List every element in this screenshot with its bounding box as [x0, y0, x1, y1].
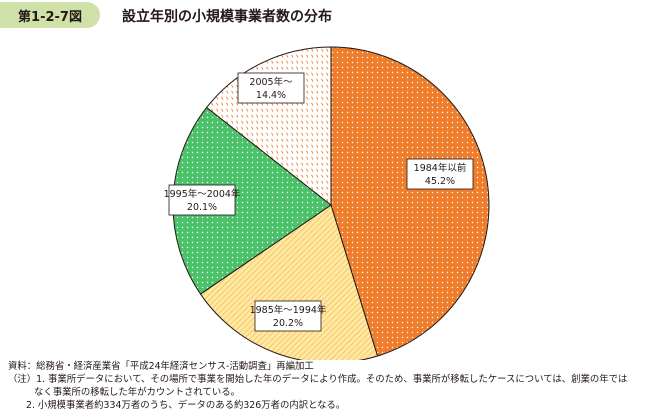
slice-1995-2004-category-label: 1995年～2004年: [164, 188, 241, 200]
slice-1984-or-earlier-label-box: [406, 158, 474, 190]
slice-1984-or-earlier-value-label: 45.2%: [425, 176, 455, 187]
slice-1985-1994-category-label: 1985年～1994年: [250, 304, 327, 316]
note-1-line-1: （注）1. 事業所データにおいて、その場所で事業を開始した年のデータにより作成。…: [8, 374, 628, 385]
slice-1984-or-earlier: [330, 46, 490, 357]
pie-chart: 1984年以前 45.2% 1985年～1994年 20.2% 1995年～2004年 2…: [164, 46, 490, 360]
note-2: 2. 小規模事業者約334万者のうち、データのある約326万者の内訳となる。: [26, 400, 346, 411]
slice-1985-1994-label-box: [254, 300, 322, 332]
note-1-line-2: なく事業所の移転した年がカウントされている。: [34, 387, 240, 398]
slice-2005-onward-category-label: 2005年～: [249, 76, 293, 88]
slice-2005-onward-value-label: 14.4%: [256, 90, 286, 101]
slice-1995-2004-label-box: [168, 184, 236, 216]
slice-2005-onward-label-box: [237, 72, 305, 104]
figure-notes: 資料：総務省・経済産業省「平成24年経済センサス‐活動調査」再編加工 （注）1.…: [8, 360, 660, 412]
pie-labels: 1984年以前 45.2% 1985年～1994年 20.2% 1995年～2004年 2…: [164, 72, 474, 332]
slice-1984-or-earlier-category-label: 1984年以前: [414, 162, 467, 174]
figure-number-badge: 第1-2-7図: [0, 2, 100, 28]
source-note: 資料：総務省・経済産業省「平成24年経済センサス‐活動調査」再編加工: [8, 361, 314, 372]
slice-1985-1994: [199, 204, 379, 360]
chart-title: 設立年別の小規模事業者数の分布: [122, 9, 332, 25]
slice-1995-2004-value-label: 20.1%: [187, 202, 217, 213]
slice-1985-1994-value-label: 20.2%: [273, 318, 303, 329]
